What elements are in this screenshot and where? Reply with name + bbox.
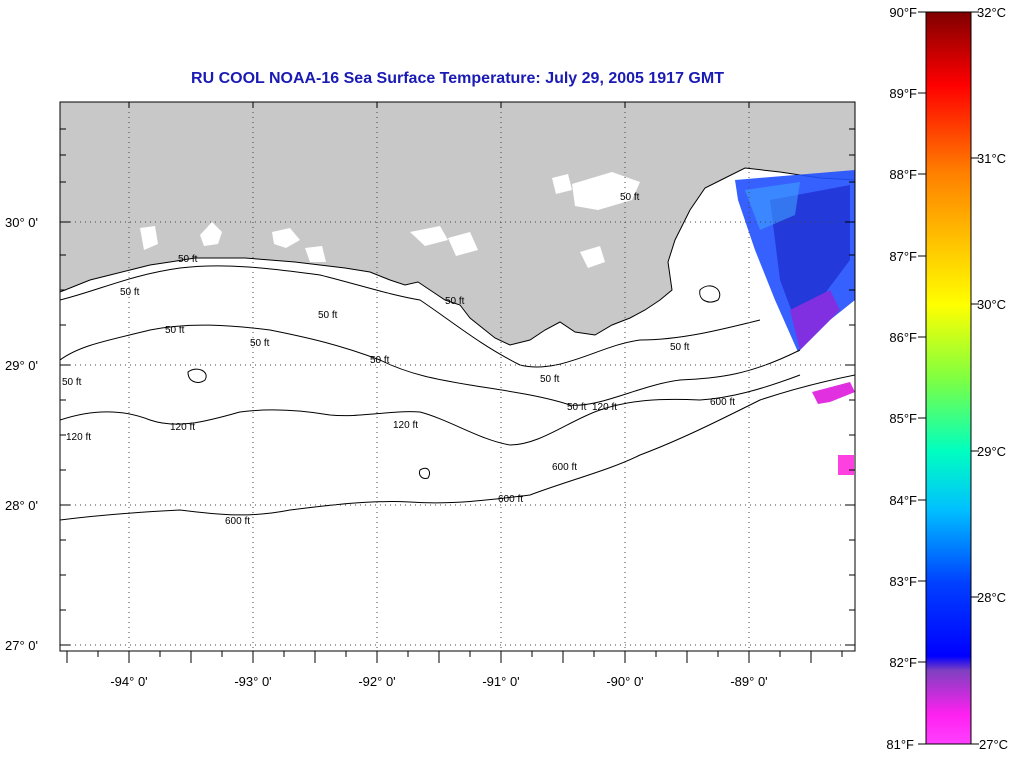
contour-label-120: 120 ft <box>66 432 91 443</box>
contour-label-50: 50 ft <box>62 377 82 388</box>
lake <box>572 172 640 210</box>
latitude-label: 30° 0' <box>5 215 38 230</box>
latitude-label: 29° 0' <box>5 358 38 373</box>
sst-swath-magenta <box>812 382 855 404</box>
sst-swath-purple <box>790 290 840 350</box>
land-mass <box>60 102 855 346</box>
contour-label-120: 120 ft <box>592 402 617 413</box>
latitude-label: 27° 0' <box>5 638 38 653</box>
sst-swath-dark <box>770 185 850 320</box>
colorbar-label-f: 88°F <box>889 167 917 182</box>
colorbar-label-f: 82°F <box>889 655 917 670</box>
longitude-label: -91° 0' <box>482 674 519 689</box>
contour-label-600: 600 ft <box>225 516 250 527</box>
colorbar-label-f: 87°F <box>889 249 917 264</box>
contour-label-50: 50 ft <box>567 402 587 413</box>
colorbar-label-f: 81°F <box>886 737 914 752</box>
colorbar <box>925 11 972 745</box>
lake <box>448 232 478 256</box>
lake <box>140 226 158 250</box>
latitude-label: 28° 0' <box>5 498 38 513</box>
depth-contours <box>60 265 855 521</box>
axis-ticks <box>60 102 855 663</box>
longitude-label: -92° 0' <box>358 674 395 689</box>
sst-swath-cyan <box>745 182 800 230</box>
contour-label-50: 50 ft <box>318 310 338 321</box>
colorbar-label-f: 90°F <box>889 5 917 20</box>
contour-label-50: 50 ft <box>120 287 140 298</box>
colorbar-label-c: 31°C <box>977 151 1006 166</box>
map-title: RU COOL NOAA-16 Sea Surface Temperature:… <box>191 70 724 87</box>
lake <box>305 246 326 262</box>
sst-swath-magenta <box>838 455 854 475</box>
contour-label-50: 50 ft <box>165 325 185 336</box>
longitude-label: -89° 0' <box>730 674 767 689</box>
colorbar-label-c: 28°C <box>977 590 1006 605</box>
longitude-label: -94° 0' <box>110 674 147 689</box>
contour-label-600: 600 ft <box>498 494 523 505</box>
map-border <box>59 101 856 652</box>
contour-label-120: 120 ft <box>393 420 418 431</box>
lake <box>410 226 448 246</box>
colorbar-label-c: 30°C <box>977 297 1006 312</box>
contour-label-120: 120 ft <box>170 422 195 433</box>
colorbar-label-c: 29°C <box>977 444 1006 459</box>
longitude-label: -93° 0' <box>234 674 271 689</box>
lake <box>552 174 572 194</box>
colorbar-label-f: 83°F <box>889 574 917 589</box>
contour-label-50: 50 ft <box>178 254 198 265</box>
contour-label-50: 50 ft <box>620 192 640 203</box>
lake <box>200 222 222 246</box>
contour-label-50: 50 ft <box>445 296 465 307</box>
lake <box>272 228 300 248</box>
contour-label-50: 50 ft <box>250 338 270 349</box>
contour-label-50: 50 ft <box>540 374 560 385</box>
contour-label-600: 600 ft <box>552 462 577 473</box>
colorbar-label-c: 32°C <box>977 5 1006 20</box>
colorbar-label-f: 85°F <box>889 411 917 426</box>
contour-label-600: 600 ft <box>710 397 735 408</box>
colorbar-ticks <box>918 11 979 745</box>
longitude-label: -90° 0' <box>606 674 643 689</box>
contour-label-50: 50 ft <box>670 342 690 353</box>
colorbar-label-f: 89°F <box>889 86 917 101</box>
lake <box>580 246 605 268</box>
colorbar-label-c: 27°C <box>979 737 1008 752</box>
colorbar-label-f: 84°F <box>889 493 917 508</box>
colorbar-label-f: 86°F <box>889 330 917 345</box>
contour-label-50: 50 ft <box>370 355 390 366</box>
